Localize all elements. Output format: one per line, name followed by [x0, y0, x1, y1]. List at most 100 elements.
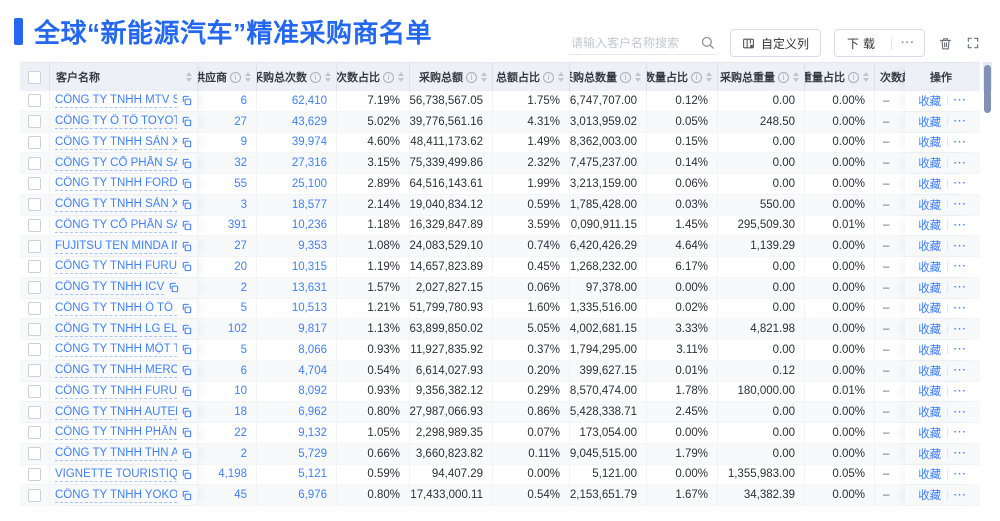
customer-name-link[interactable]: CÔNG TY TNHH ICV: [55, 281, 165, 296]
table-cell-times[interactable]: 10,236: [257, 215, 337, 236]
row-checkbox[interactable]: [28, 343, 41, 357]
row-more-button[interactable]: ···: [953, 199, 967, 211]
copy-icon[interactable]: [181, 137, 192, 148]
copy-icon[interactable]: [181, 386, 192, 397]
table-cell-times[interactable]: 6,962: [257, 402, 337, 422]
row-checkbox[interactable]: [28, 281, 41, 295]
row-more-button[interactable]: ···: [953, 302, 967, 314]
table-cell-times[interactable]: 13,631: [257, 277, 337, 298]
copy-icon[interactable]: [181, 178, 192, 189]
column-header-name[interactable]: 客户名称: [50, 63, 198, 91]
row-checkbox[interactable]: [28, 198, 41, 212]
customer-name-link[interactable]: CÔNG TY TNHH THN AUTOPAR...: [55, 446, 177, 462]
favorite-button[interactable]: 收藏: [918, 303, 942, 316]
table-cell-supplier[interactable]: 2: [198, 277, 257, 298]
favorite-button[interactable]: 收藏: [918, 241, 942, 254]
row-more-button[interactable]: ···: [953, 240, 967, 252]
copy-icon[interactable]: [181, 261, 192, 272]
favorite-button[interactable]: 收藏: [918, 199, 942, 212]
table-cell-times[interactable]: 5,729: [257, 443, 337, 464]
favorite-button[interactable]: 收藏: [918, 407, 942, 420]
row-more-button[interactable]: ···: [953, 385, 967, 397]
scrollbar-thumb[interactable]: [984, 65, 991, 113]
column-header-times[interactable]: 采购总次数 i: [257, 63, 337, 91]
customer-name-link[interactable]: CÔNG TY TNHH MỘT THÀNH V...: [55, 342, 177, 358]
column-header-qty_pct[interactable]: 数量占比 i: [647, 63, 718, 91]
customer-name-link[interactable]: CÔNG TY CỔ PHẦN SẢN XUẤT...: [55, 218, 177, 233]
column-header-supplier[interactable]: 供应商i: [198, 63, 257, 91]
customer-name-link[interactable]: CÔNG TY TNHH FURUKAWA A...: [55, 260, 177, 275]
customer-name-link[interactable]: CÔNG TY TNHH PHÂN PHỐI T...: [55, 426, 177, 441]
table-cell-supplier[interactable]: 5: [198, 340, 257, 360]
column-header-action[interactable]: 操作: [905, 63, 980, 91]
row-more-button[interactable]: ···: [953, 427, 967, 439]
row-checkbox[interactable]: [28, 156, 41, 170]
row-more-button[interactable]: ···: [953, 157, 967, 169]
copy-icon[interactable]: [181, 220, 192, 231]
copy-icon[interactable]: [181, 407, 192, 418]
table-cell-supplier[interactable]: 102: [198, 319, 257, 339]
table-cell-times[interactable]: 9,132: [257, 423, 337, 443]
row-more-button[interactable]: ···: [953, 448, 967, 460]
customer-name-link[interactable]: FUJITSU TEN MINDA INDIA PVT...: [55, 239, 177, 254]
favorite-button[interactable]: 收藏: [918, 490, 942, 503]
row-more-button[interactable]: ···: [953, 323, 967, 335]
row-checkbox[interactable]: [28, 115, 41, 129]
info-icon[interactable]: i: [543, 71, 554, 83]
info-icon[interactable]: i: [620, 71, 631, 83]
favorite-button[interactable]: 收藏: [918, 178, 942, 191]
favorite-button[interactable]: 收藏: [918, 324, 942, 337]
select-all-checkbox[interactable]: [28, 70, 41, 84]
table-cell-supplier[interactable]: 6: [198, 360, 257, 381]
download-button[interactable]: 下载: [846, 36, 879, 51]
row-checkbox[interactable]: [28, 218, 41, 232]
row-checkbox[interactable]: [28, 426, 41, 440]
table-cell-times[interactable]: 39,974: [257, 132, 337, 153]
table-cell-supplier[interactable]: 22: [198, 423, 257, 443]
copy-icon[interactable]: [181, 199, 192, 210]
table-cell-supplier[interactable]: 10: [198, 381, 257, 402]
customer-name-link[interactable]: CÔNG TY TNHH MERCEDES–B...: [55, 363, 177, 379]
table-cell-times[interactable]: 25,100: [257, 174, 337, 194]
row-checkbox[interactable]: [28, 405, 41, 419]
row-checkbox[interactable]: [28, 135, 41, 149]
row-more-button[interactable]: ···: [953, 365, 967, 377]
customer-name-link[interactable]: CÔNG TY TNHH FORD VIỆT NAM: [55, 177, 177, 192]
favorite-button[interactable]: 收藏: [918, 220, 942, 233]
copy-icon[interactable]: [181, 427, 192, 438]
customer-name-link[interactable]: CÔNG TY Ô TÔ TOYOTA VIỆT ...: [55, 114, 177, 130]
table-cell-times[interactable]: 8,092: [257, 381, 337, 402]
customer-name-link[interactable]: CÔNG TY TNHH SẢN XUẤT VÀ ...: [55, 197, 177, 213]
table-cell-supplier[interactable]: 18: [198, 402, 257, 422]
table-cell-times[interactable]: 8,066: [257, 340, 337, 360]
copy-icon[interactable]: [181, 469, 192, 480]
table-cell-times[interactable]: 27,316: [257, 153, 337, 173]
row-more-button[interactable]: ···: [953, 468, 967, 480]
copy-icon[interactable]: [181, 95, 192, 106]
table-cell-times[interactable]: 62,410: [257, 91, 337, 111]
row-checkbox[interactable]: [28, 94, 41, 108]
row-more-button[interactable]: ···: [953, 344, 967, 356]
customize-columns-button[interactable]: 自定义列: [729, 29, 821, 57]
customer-name-link[interactable]: CÔNG TY TNHH LG ELECTRON...: [55, 322, 177, 337]
column-header-weight[interactable]: 采购总重量 i: [718, 63, 805, 91]
copy-icon[interactable]: [181, 448, 192, 459]
info-icon[interactable]: i: [230, 71, 241, 83]
table-cell-times[interactable]: 4,704: [257, 360, 337, 381]
row-checkbox[interactable]: [28, 260, 41, 274]
row-checkbox[interactable]: [28, 177, 41, 191]
column-header-times_pct[interactable]: 次数占比 i: [337, 63, 410, 91]
search-input[interactable]: [570, 35, 696, 50]
table-cell-times[interactable]: 10,513: [257, 298, 337, 319]
row-more-button[interactable]: ···: [953, 406, 967, 418]
row-more-button[interactable]: ···: [953, 95, 967, 107]
delete-icon[interactable]: [938, 36, 953, 51]
table-cell-supplier[interactable]: 6: [198, 91, 257, 111]
copy-icon[interactable]: [181, 303, 192, 314]
row-checkbox[interactable]: [28, 364, 41, 378]
table-cell-supplier[interactable]: 27: [198, 236, 257, 256]
info-icon[interactable]: i: [691, 71, 702, 83]
favorite-button[interactable]: 收藏: [918, 95, 942, 108]
favorite-button[interactable]: 收藏: [918, 448, 942, 461]
info-icon[interactable]: i: [466, 71, 477, 83]
